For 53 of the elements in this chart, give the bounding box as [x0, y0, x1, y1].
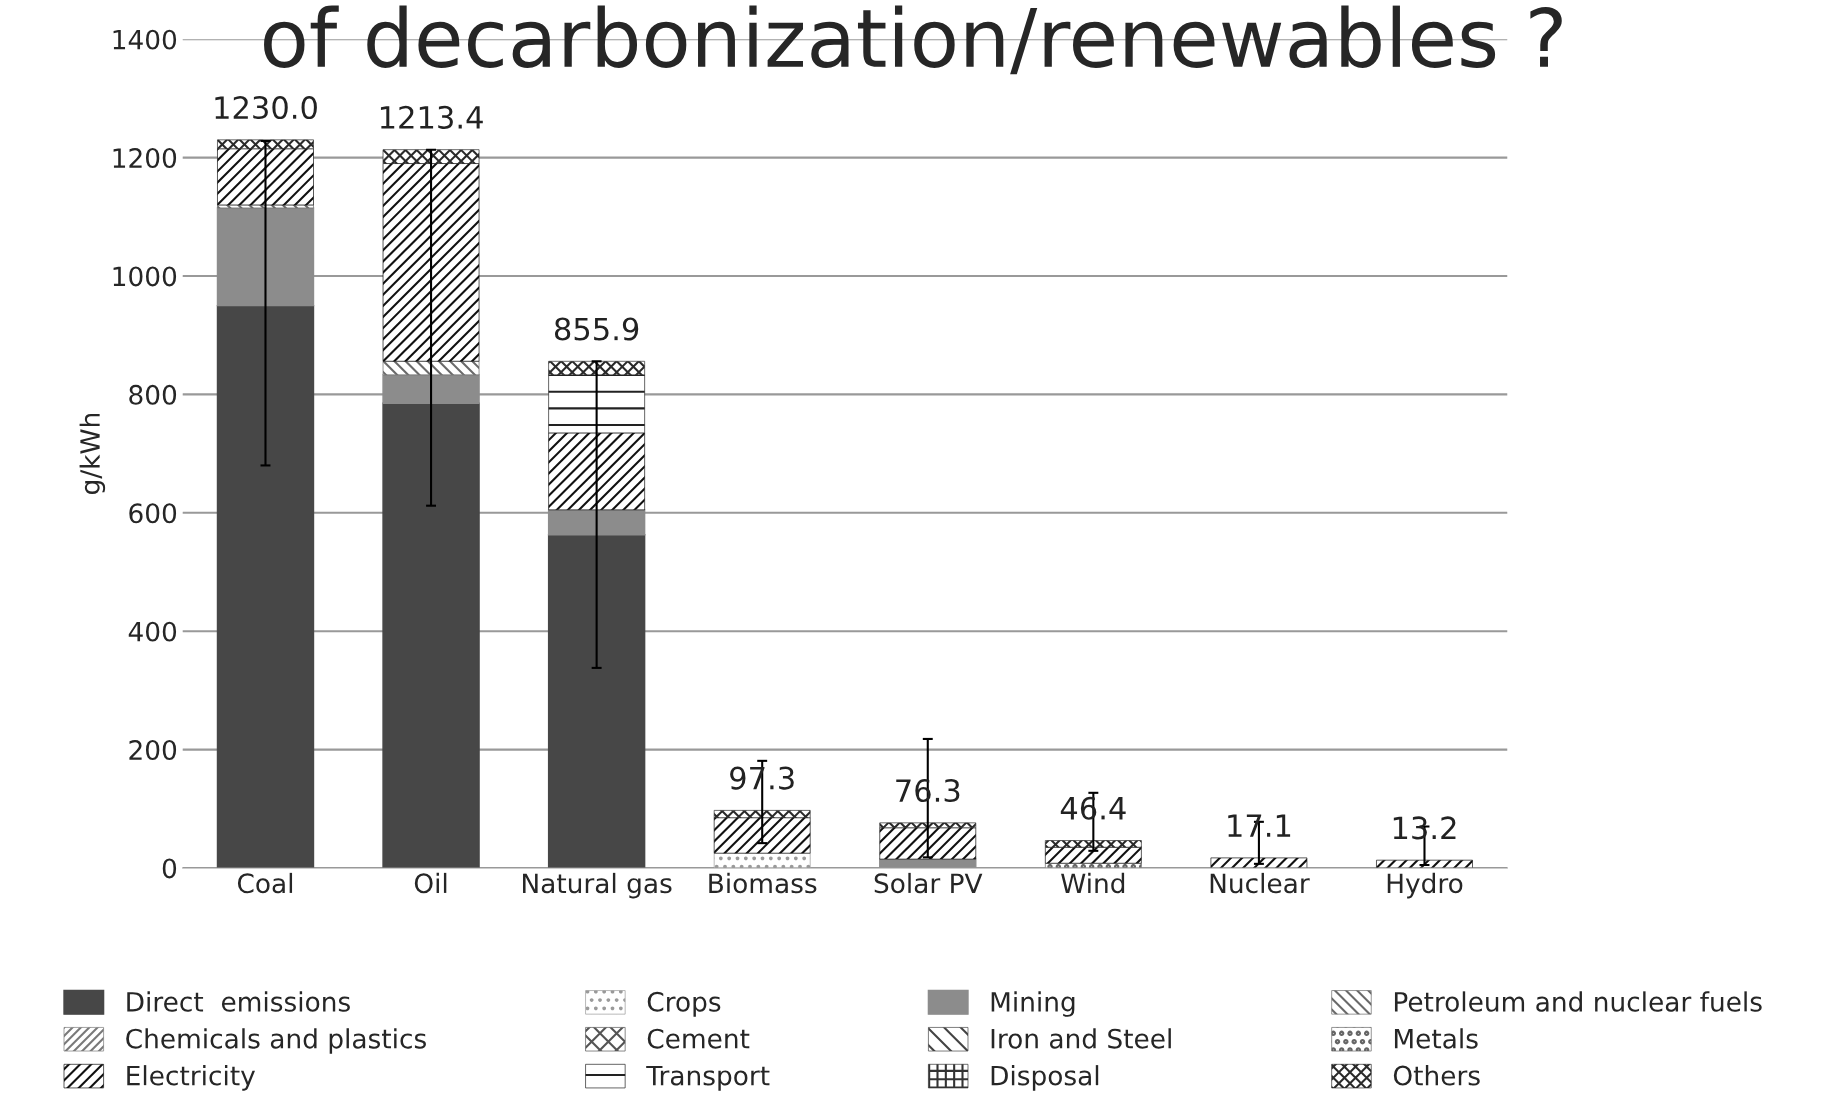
- y-tick-label: 200: [129, 740, 177, 760]
- total-label: 855.9: [554, 317, 639, 341]
- bar: [879, 827, 977, 860]
- bar: [382, 149, 480, 164]
- legend-label: Metals: [1394, 1028, 1478, 1049]
- y-tick-label: 1400: [113, 29, 177, 50]
- legend-label: Electricity: [127, 1065, 255, 1091]
- total-label: 1230.0: [215, 96, 317, 120]
- bar: [547, 534, 646, 868]
- bar: [216, 207, 315, 307]
- chart-title: of decarbonization/renewables ?: [264, 5, 1562, 75]
- bar: [547, 509, 646, 536]
- legend-label: Transport: [646, 1065, 770, 1091]
- x-tick-label: Hydro: [1387, 872, 1463, 899]
- bar: [216, 304, 315, 868]
- legend-label: Mining: [991, 991, 1075, 1017]
- y-axis-title: g/kWh: [79, 413, 106, 495]
- total-label: 1213.4: [380, 105, 483, 129]
- bar: [382, 360, 480, 376]
- legend-label: Disposal: [991, 1065, 1099, 1091]
- bar: [217, 139, 314, 150]
- bar: [1210, 857, 1308, 868]
- bar: [879, 822, 977, 829]
- legend-label: Cement: [647, 1028, 750, 1049]
- x-tick-label: Wind: [1061, 872, 1125, 894]
- bar: [713, 810, 811, 819]
- x-tick-label: Solar PV: [874, 872, 983, 894]
- y-tick-label: 400: [128, 621, 177, 642]
- y-tick-label: 600: [129, 503, 177, 524]
- total-label: 13.2: [1393, 816, 1456, 840]
- bar: [382, 163, 480, 362]
- x-tick-label: Oil: [414, 872, 447, 894]
- bar: [1044, 840, 1142, 848]
- bar: [217, 148, 314, 206]
- y-tick-label: 0: [162, 858, 177, 879]
- x-tick-label: Biomass: [709, 872, 817, 894]
- legend-label: Iron and Steel: [991, 1028, 1171, 1049]
- legend-label: Others: [1393, 1065, 1480, 1086]
- legend-label: Crops: [647, 991, 721, 1017]
- bar: [382, 402, 480, 868]
- x-tick-label: Natural gas: [523, 872, 672, 899]
- y-tick-label: 1200: [113, 148, 177, 168]
- legend-label: Direct emissions: [127, 991, 350, 1012]
- bar: [1044, 846, 1142, 864]
- x-tick-label: Nuclear: [1210, 872, 1310, 894]
- bar: [382, 374, 480, 404]
- bar: [548, 432, 645, 511]
- y-tick-label: 1000: [113, 266, 177, 287]
- x-tick-label: Coal: [237, 872, 293, 894]
- legend-label: Petroleum and nuclear fuels: [1394, 991, 1762, 1012]
- y-tick-label: 800: [129, 384, 177, 405]
- bar: [713, 817, 811, 854]
- legend-label: Chemicals and plastics: [126, 1028, 426, 1054]
